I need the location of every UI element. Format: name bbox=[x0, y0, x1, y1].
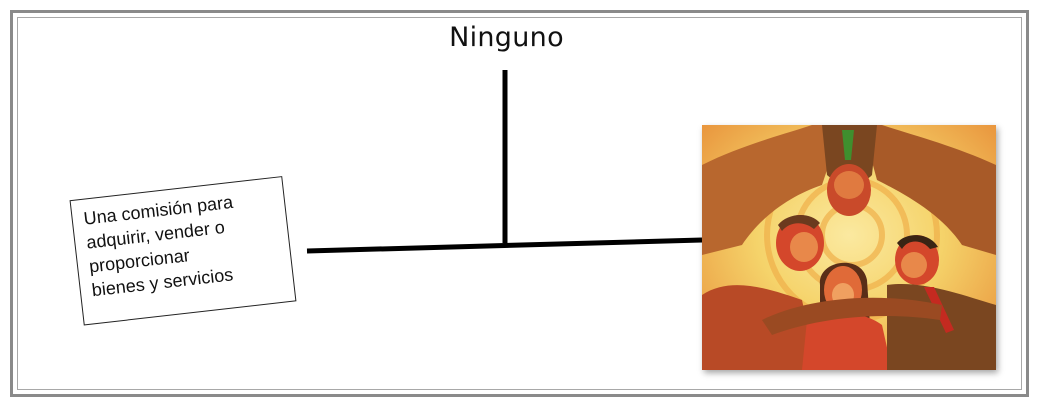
clipart-arm-across bbox=[762, 297, 942, 335]
horizontal-connector bbox=[306, 237, 703, 254]
diagram-title: Ninguno bbox=[449, 22, 564, 53]
diagram-frame-inner-border bbox=[17, 17, 1022, 390]
clipart-arm-right-top bbox=[862, 125, 996, 255]
clipart-body-bottom-center bbox=[802, 313, 892, 370]
clipart-arm-left-top bbox=[702, 125, 842, 255]
clipart-green-tie bbox=[842, 130, 854, 160]
clipart-body-bottom-left bbox=[702, 285, 817, 370]
definition-note: Una comisión para adquirir, vender o pro… bbox=[69, 176, 297, 326]
group-of-people-clipart-icon bbox=[702, 125, 996, 370]
